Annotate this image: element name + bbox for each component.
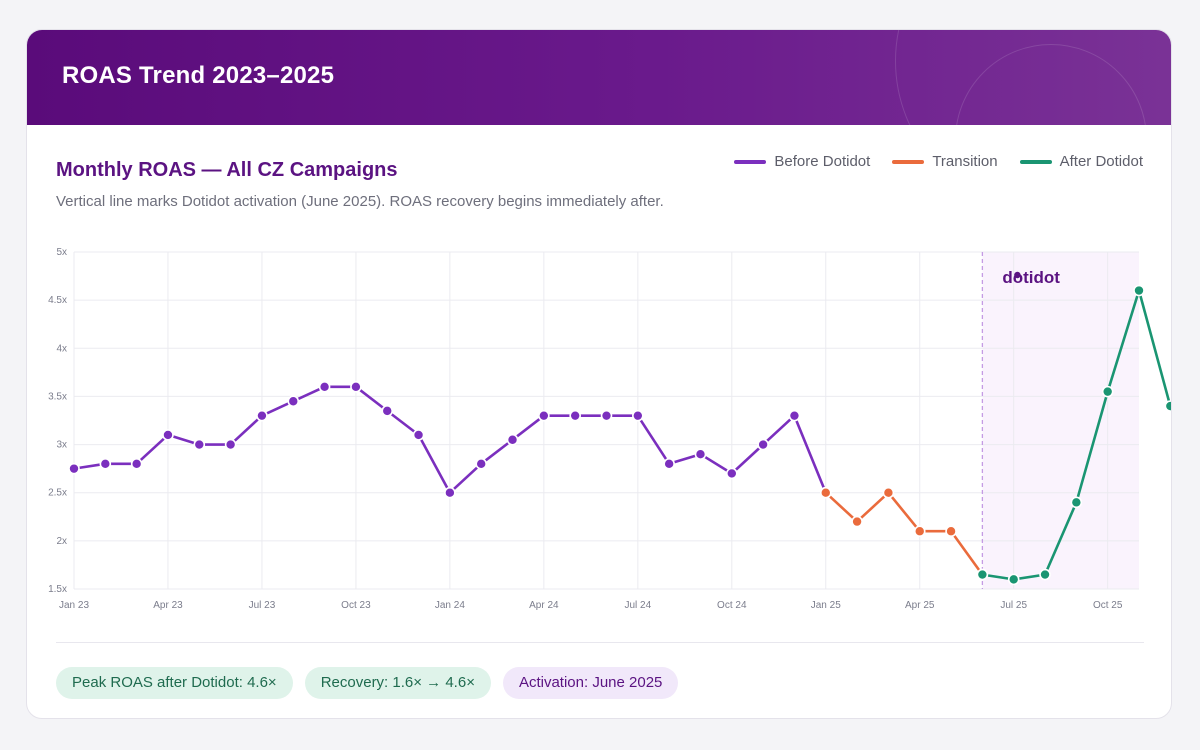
x-tick-label: Oct 24 [717, 600, 747, 611]
data-point [1070, 496, 1083, 509]
legend-item-transition: Transition [892, 153, 998, 170]
data-point [538, 409, 550, 422]
y-tick-label: 4x [56, 343, 67, 354]
legend-swatch [734, 159, 767, 164]
peak-roas-badge: Peak ROAS after Dotidot: 4.6× [56, 667, 293, 699]
data-point [162, 429, 174, 441]
data-point [475, 458, 488, 470]
y-tick-label: 2x [56, 536, 67, 547]
data-point [819, 486, 832, 499]
data-point [506, 433, 519, 446]
x-tick-label: Jul 25 [1000, 600, 1027, 611]
data-point [318, 380, 331, 393]
data-point [976, 568, 989, 581]
data-point [788, 409, 801, 422]
legend-label: Transition [932, 153, 998, 170]
page-title: ROAS Trend 2023–2025 [62, 62, 335, 89]
post-activation-region [982, 252, 1139, 589]
x-tick-label: Jan 24 [435, 600, 465, 611]
data-point [694, 448, 707, 461]
x-tick-label: Jan 23 [59, 600, 89, 611]
data-point [663, 458, 675, 470]
roas-card: ROAS Trend 2023–2025 Monthly ROAS — All … [26, 29, 1172, 719]
chart-legend: Before Dotidot Transition After Dotidot [734, 153, 1143, 170]
dotidot-logo: dotidot [1002, 268, 1060, 287]
data-point [444, 486, 456, 499]
chart-title: Monthly ROAS — All CZ Campaigns [56, 159, 398, 181]
y-tick-label: 3x [56, 440, 67, 451]
data-point [913, 525, 926, 538]
data-point [412, 429, 425, 441]
data-point [381, 405, 394, 417]
data-point [945, 525, 957, 538]
x-tick-label: Jul 24 [624, 600, 651, 611]
data-point [256, 409, 268, 422]
data-point [1101, 385, 1114, 398]
data-point [287, 395, 300, 408]
data-point [193, 438, 206, 451]
y-tick-label: 4.5x [48, 295, 67, 306]
header-decoration-ring [895, 30, 1171, 125]
data-point [1164, 400, 1171, 412]
data-point [600, 409, 613, 422]
legend-label: After Dotidot [1059, 153, 1143, 170]
legend-label: Before Dotidot [774, 153, 871, 170]
dotidot-logo-dot [1014, 271, 1021, 279]
x-tick-label: Jan 25 [811, 600, 841, 611]
x-tick-label: Apr 23 [153, 600, 183, 611]
data-point [68, 462, 80, 475]
chart-subtitle: Vertical line marks Dotidot activation (… [56, 193, 664, 210]
card-header: ROAS Trend 2023–2025 [27, 30, 1171, 125]
data-point [99, 458, 112, 470]
data-point [1133, 284, 1145, 297]
dotidot-logo-text: dotidot [1002, 268, 1060, 287]
recovery-badge: Recovery: 1.6× → 4.6× [304, 667, 491, 699]
legend-swatch [1019, 159, 1052, 164]
y-tick-label: 2.5x [48, 488, 67, 499]
series-line [824, 491, 984, 576]
data-point [1039, 568, 1051, 581]
data-point [130, 458, 143, 470]
data-point [569, 409, 581, 422]
data-point [882, 486, 895, 499]
data-point [1007, 573, 1020, 586]
y-tick-label: 1.5x [48, 584, 67, 595]
activation-badge: Activation: June 2025 [502, 667, 679, 699]
legend-swatch [892, 159, 925, 164]
legend-item-before: Before Dotidot [734, 153, 870, 170]
data-point [851, 515, 863, 528]
x-tick-label: Apr 25 [905, 600, 935, 611]
legend-item-after: After Dotidot [1019, 153, 1143, 170]
x-tick-label: Oct 25 [1093, 600, 1123, 611]
roas-line-chart: 1.5x 2x 2.5x 3x 3.5x 4x 4.5x 5x Jan 23 Apr 23 Jul … [48, 247, 1171, 611]
data-point [632, 409, 644, 422]
data-point [757, 438, 769, 451]
data-point [350, 380, 362, 393]
x-tick-label: Apr 24 [529, 600, 559, 611]
x-tick-label: Oct 23 [341, 600, 371, 611]
divider [56, 642, 1144, 643]
data-point [224, 438, 237, 451]
summary-badges: Peak ROAS after Dotidot: 4.6× Recovery: … [56, 667, 679, 699]
y-tick-label: 5x [56, 247, 67, 258]
x-tick-label: Jul 23 [249, 600, 276, 611]
y-tick-label: 3.5x [48, 391, 67, 402]
data-point [725, 467, 738, 480]
